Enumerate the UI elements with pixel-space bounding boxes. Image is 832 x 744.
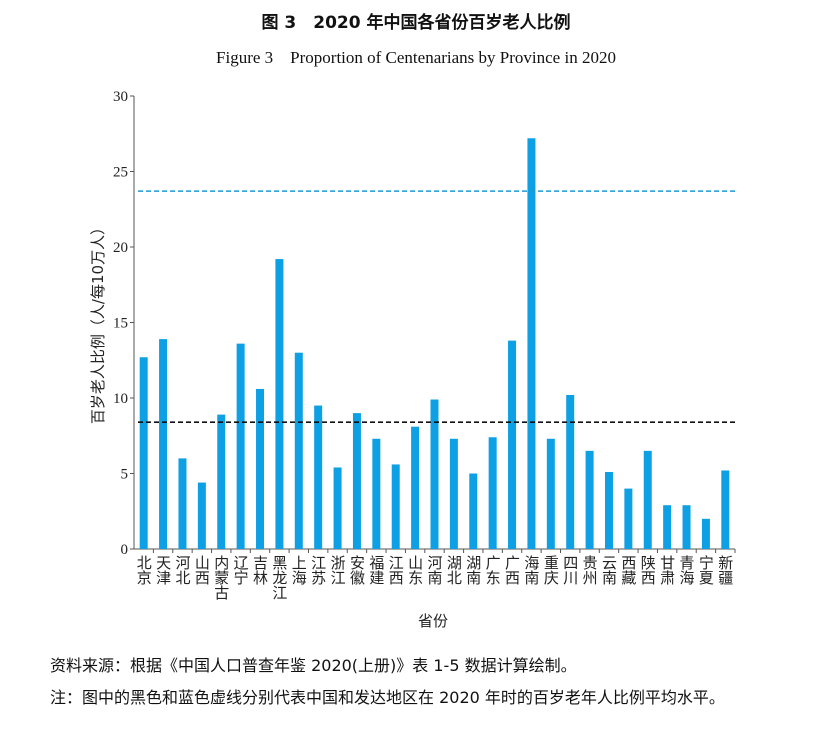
x-tick-label: 山东 <box>406 555 424 585</box>
x-tick-label: 甘肃 <box>658 555 676 585</box>
y-tick-label: 30 <box>113 89 128 105</box>
bar-江西 <box>391 464 400 549</box>
bar-浙江 <box>333 467 342 549</box>
x-tick-label: 河南 <box>426 555 444 585</box>
x-tick-label: 江西 <box>387 555 405 585</box>
bar-安徽 <box>352 413 361 549</box>
x-tick-label: 黑龙江 <box>270 555 288 600</box>
bar-吉林 <box>256 388 265 549</box>
x-tick-label: 宁夏 <box>697 555 715 585</box>
x-tick-label: 湖南 <box>464 555 482 585</box>
bar-重庆 <box>546 438 555 549</box>
chart-title-en: Figure 3 Proportion of Centenarians by P… <box>216 48 616 67</box>
x-tick-label: 安徽 <box>348 555 366 585</box>
bar-甘肃 <box>663 505 672 549</box>
bar-青海 <box>682 505 691 549</box>
bar-广东 <box>488 437 497 549</box>
bar-江苏 <box>314 405 323 549</box>
bar-山西 <box>197 482 206 549</box>
chart-title-cn: 图 3 2020 年中国各省份百岁老人比例 <box>261 13 571 33</box>
bar-福建 <box>372 438 381 549</box>
bar-上海 <box>294 352 303 549</box>
x-tick-label: 西藏 <box>619 555 637 586</box>
source-note: 资料来源：根据《中国人口普查年鉴 2020(上册)》表 1-5 数据计算绘制。 <box>50 656 577 675</box>
y-tick-label: 5 <box>121 467 129 483</box>
bar-天津 <box>159 339 168 549</box>
bar-四川 <box>566 394 575 549</box>
bar-宁夏 <box>701 518 710 549</box>
x-tick-label: 四川 <box>561 555 579 585</box>
bar-黑龙江 <box>275 259 284 549</box>
x-tick-label: 福建 <box>367 555 385 585</box>
x-tick-label: 云南 <box>600 555 618 585</box>
bar-陕西 <box>643 450 652 549</box>
bar-新疆 <box>721 470 730 549</box>
x-tick-label: 湖北 <box>445 555 463 585</box>
x-tick-label: 内蒙古 <box>212 555 230 600</box>
y-tick-label: 0 <box>121 542 129 558</box>
x-tick-label: 贵州 <box>581 555 599 585</box>
x-tick-label: 河北 <box>173 555 191 585</box>
x-tick-label: 江苏 <box>309 555 327 586</box>
bar-山东 <box>411 426 420 549</box>
bar-云南 <box>604 471 613 549</box>
x-tick-label: 北京 <box>135 555 153 586</box>
bar-西藏 <box>624 488 633 549</box>
x-tick-label: 新疆 <box>716 555 734 585</box>
x-tick-label: 天津 <box>154 555 172 585</box>
x-tick-label: 吉林 <box>251 555 269 585</box>
bar-河北 <box>178 458 187 549</box>
bar-内蒙古 <box>217 414 226 549</box>
x-tick-label: 海南 <box>522 555 540 585</box>
x-tick-label: 重庆 <box>542 555 560 585</box>
x-tick-label: 浙江 <box>329 555 347 585</box>
bar-北京 <box>139 357 148 549</box>
y-tick-label: 20 <box>113 240 128 256</box>
x-tick-label: 辽宁 <box>232 555 250 585</box>
y-axis-label: 百岁老人比例（人/每10万人） <box>89 220 107 424</box>
y-tick-label: 15 <box>113 316 128 332</box>
x-tick-label: 山西 <box>193 555 211 585</box>
x-axis-label: 省份 <box>418 612 448 630</box>
bar-湖南 <box>469 473 478 549</box>
y-tick-label: 10 <box>113 391 128 407</box>
bar-海南 <box>527 138 536 549</box>
x-tick-label: 广东 <box>484 555 502 585</box>
bar-辽宁 <box>236 343 245 549</box>
x-tick-label: 陕西 <box>639 555 657 585</box>
bar-湖北 <box>449 438 458 549</box>
x-tick-label: 广西 <box>503 555 521 585</box>
x-tick-label: 上海 <box>290 555 308 585</box>
footnote: 注：图中的黑色和蓝色虚线分别代表中国和发达地区在 2020 年时的百岁老年人比例… <box>50 688 725 707</box>
bar-广西 <box>508 340 517 549</box>
x-tick-label: 青海 <box>678 555 696 585</box>
y-tick-label: 25 <box>113 165 128 181</box>
bar-贵州 <box>585 450 594 549</box>
bar-河南 <box>430 399 439 549</box>
